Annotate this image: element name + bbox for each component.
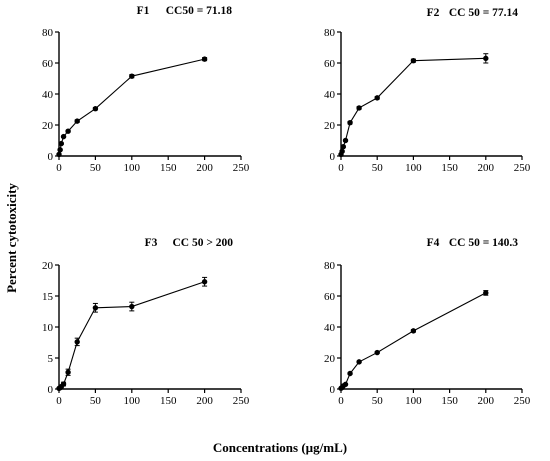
series-line	[340, 292, 487, 389]
data-point	[92, 106, 99, 112]
x-tick-label: 250	[514, 162, 531, 174]
y-tick-label: 15	[42, 291, 54, 303]
series-line	[58, 58, 205, 155]
y-tick-label: 40	[42, 89, 54, 101]
data-point	[57, 147, 63, 153]
y-tick-label: 60	[324, 58, 336, 70]
panel-title: F4	[427, 237, 440, 249]
data-point	[410, 328, 417, 334]
data-point	[339, 148, 345, 155]
y-tick-label: 60	[324, 291, 336, 303]
y-tick-label: 40	[324, 89, 336, 101]
x-tick-label: 200	[196, 162, 213, 174]
data-point	[356, 359, 362, 365]
x-tick-label: 0	[56, 395, 62, 407]
y-tick-label: 0	[330, 384, 336, 396]
x-tick-label: 150	[441, 395, 458, 407]
panel-title: F3	[145, 237, 158, 249]
y-tick-label: 20	[42, 260, 54, 272]
y-tick-label: 0	[48, 384, 54, 396]
cc50-annotation: CC 50 = 140.3	[449, 237, 518, 249]
x-tick-label: 150	[441, 162, 458, 174]
data-point	[74, 118, 80, 124]
x-tick-label: 100	[124, 395, 141, 407]
data-point	[56, 151, 62, 158]
cc50-annotation: CC 50 > 200	[172, 237, 233, 249]
data-point	[92, 305, 99, 311]
data-point	[356, 105, 362, 111]
x-tick-label: 250	[233, 162, 250, 174]
x-tick-label: 50	[372, 395, 384, 407]
x-tick-label: 50	[372, 162, 384, 174]
x-tick-label: 150	[160, 395, 177, 407]
x-tick-label: 100	[124, 162, 141, 174]
panel-f2: 0 20 40 60 80 0 50 100 150 200 250 F2 CC 50 = 77.14	[324, 7, 531, 174]
x-tick-label: 50	[90, 162, 102, 174]
panel-title: F1	[137, 5, 150, 17]
series-line	[58, 281, 205, 389]
data-point	[483, 290, 489, 296]
x-tick-label: 0	[338, 162, 344, 174]
data-point	[201, 279, 208, 285]
cc50-annotation: CC 50 = 77.14	[449, 7, 518, 19]
panel-f1: 0 20 40 60 80 0 50 100 150 200 250 F1 CC50 = 71.18	[42, 5, 250, 174]
data-point	[65, 128, 71, 134]
y-tick-label: 20	[324, 353, 336, 365]
panel-title: F2	[427, 7, 440, 19]
panel-f4: 0 20 40 60 80 0 50 100 150 200 250 F4 CC 50 = 140.3	[324, 237, 531, 407]
data-point	[129, 303, 135, 310]
y-tick-label: 0	[330, 151, 336, 163]
y-tick-label: 10	[42, 322, 54, 334]
y-tick-label: 60	[42, 58, 54, 70]
data-point	[58, 140, 64, 147]
data-point	[340, 144, 346, 150]
data-point	[374, 95, 380, 101]
data-point	[342, 381, 349, 388]
y-tick-label: 20	[324, 120, 336, 132]
x-tick-label: 150	[160, 162, 177, 174]
data-point	[410, 57, 417, 64]
data-point	[347, 370, 353, 377]
data-point	[60, 133, 67, 140]
data-point	[60, 381, 67, 387]
x-axis-label: Concentrations (µg/mL)	[213, 440, 347, 455]
x-tick-label: 100	[405, 395, 422, 407]
x-tick-label: 200	[478, 395, 495, 407]
y-axis-label: Percent cytotoxicity	[4, 183, 19, 293]
data-point	[347, 119, 353, 126]
x-tick-label: 0	[338, 395, 344, 407]
x-tick-label: 50	[90, 395, 102, 407]
data-point	[342, 137, 349, 144]
y-tick-label: 20	[42, 120, 54, 132]
y-tick-label: 5	[48, 353, 54, 365]
x-tick-label: 250	[233, 395, 250, 407]
x-tick-label: 200	[196, 395, 213, 407]
cc50-annotation: CC50 = 71.18	[166, 5, 233, 17]
y-tick-label: 80	[324, 27, 336, 39]
y-tick-label: 0	[48, 151, 54, 163]
y-tick-label: 40	[324, 322, 336, 334]
x-tick-label: 100	[405, 162, 422, 174]
x-tick-label: 0	[56, 162, 62, 174]
data-point	[129, 73, 135, 79]
data-point	[483, 55, 489, 62]
y-tick-label: 80	[42, 27, 54, 39]
data-point	[374, 349, 380, 356]
series-line	[340, 57, 486, 155]
x-tick-label: 200	[478, 162, 495, 174]
data-point	[65, 369, 71, 375]
x-tick-label: 250	[514, 395, 531, 407]
y-tick-label: 80	[324, 260, 336, 272]
data-point	[201, 56, 208, 62]
data-point	[74, 339, 80, 345]
